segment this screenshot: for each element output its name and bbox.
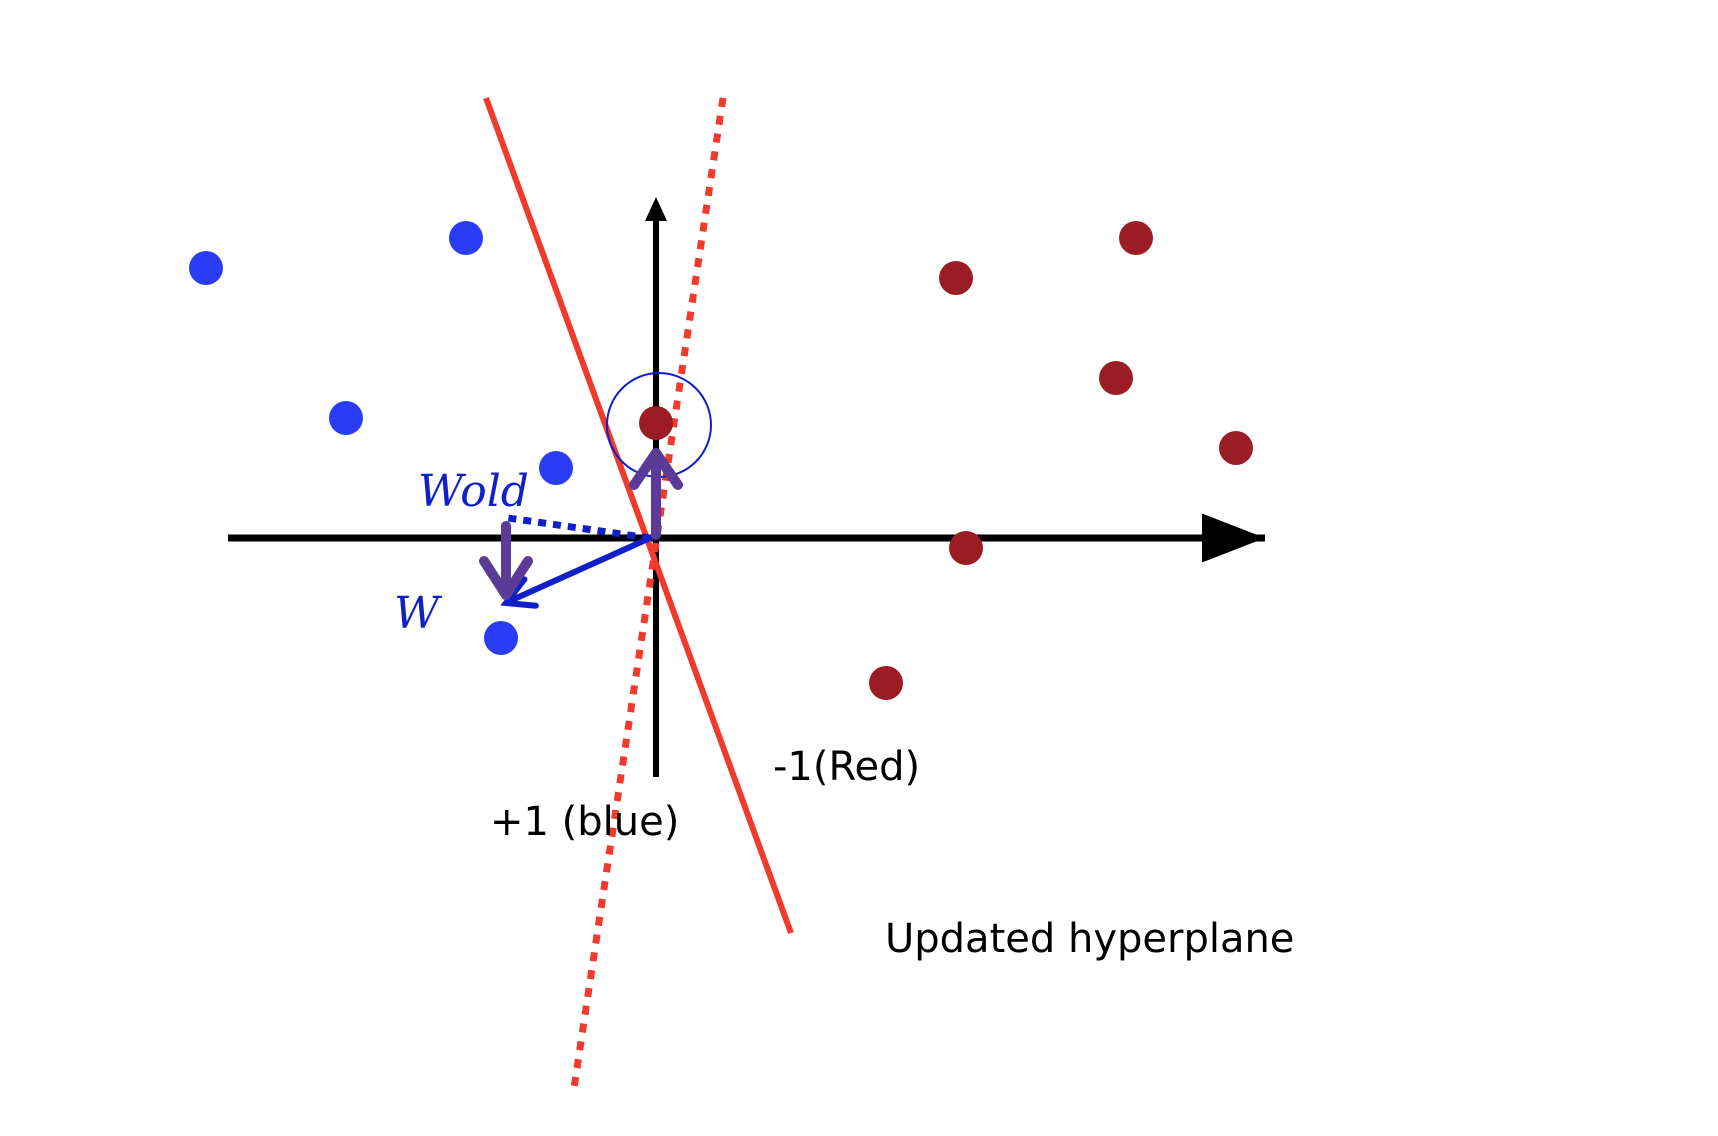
red-point-3 bbox=[1099, 361, 1133, 395]
red-point-6 bbox=[869, 666, 903, 700]
update-arrow-down-head bbox=[479, 556, 533, 600]
y-axis-arrowhead bbox=[645, 197, 667, 221]
red-point-5 bbox=[949, 531, 983, 565]
misclassified-red-point bbox=[639, 406, 673, 440]
blue-points-group bbox=[189, 221, 573, 655]
w-label: W bbox=[394, 588, 443, 639]
blue-point-3 bbox=[329, 401, 363, 435]
blue-point-5 bbox=[484, 621, 518, 655]
negative-class-label: -1(Red) bbox=[773, 744, 920, 790]
positive-class-label: +1 (blue) bbox=[490, 799, 679, 845]
red-point-2 bbox=[1119, 221, 1153, 255]
updated-hyperplane-line bbox=[483, 96, 794, 935]
blue-point-1 bbox=[189, 251, 223, 285]
updated-hyperplane-label: Updated hyperplane bbox=[885, 916, 1294, 962]
w-old-label: Wold bbox=[418, 466, 529, 517]
w-vector-arrow bbox=[509, 535, 653, 603]
red-point-1 bbox=[939, 261, 973, 295]
blue-point-4 bbox=[539, 451, 573, 485]
w-vector-arrowhead bbox=[500, 576, 539, 609]
red-point-4 bbox=[1219, 431, 1253, 465]
red-points-group bbox=[639, 221, 1253, 700]
update-arrow-up-head bbox=[629, 448, 683, 490]
old-hyperplane-dotted bbox=[570, 97, 727, 1089]
blue-point-2 bbox=[449, 221, 483, 255]
